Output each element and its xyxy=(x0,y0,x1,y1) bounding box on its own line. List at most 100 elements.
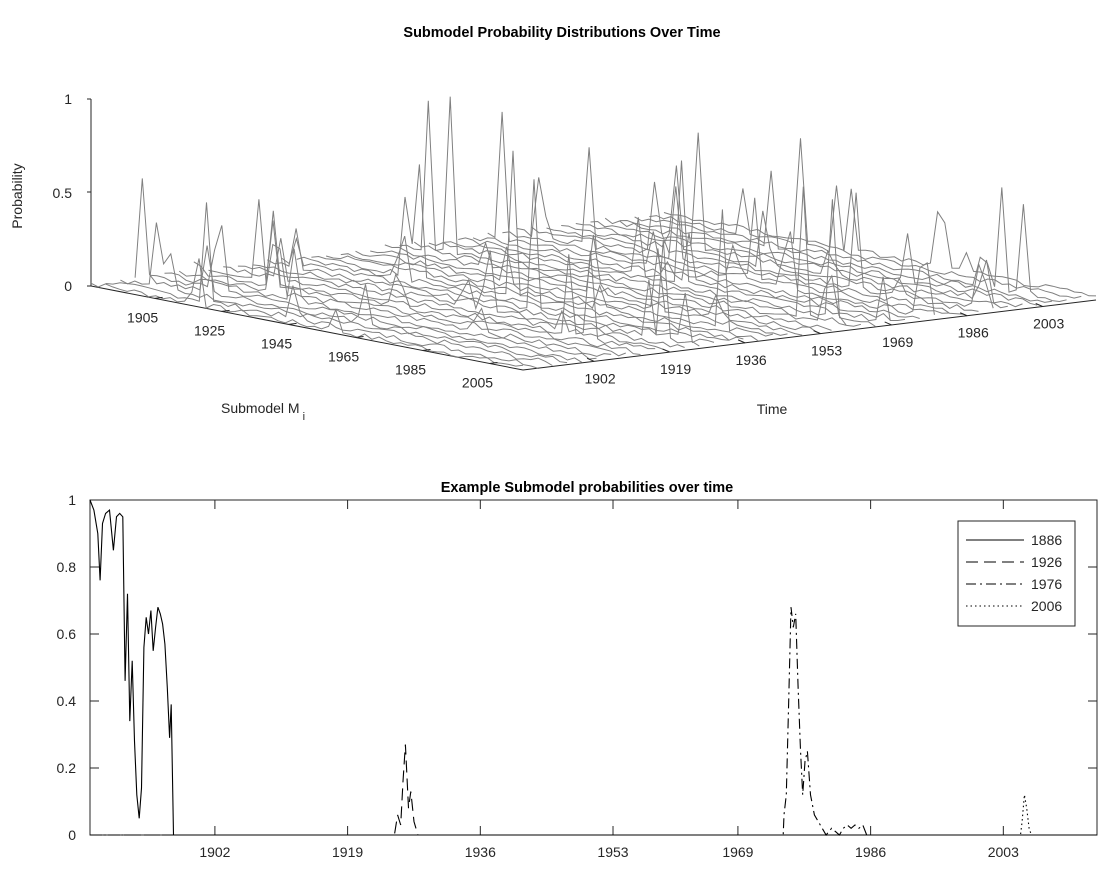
submodel-tick xyxy=(355,335,364,338)
submodel-axis-label-sub: i xyxy=(303,411,305,423)
y-tick-label: 0 xyxy=(68,827,76,843)
waterfall-line xyxy=(267,228,700,347)
waterfall-line xyxy=(105,202,538,369)
waterfall-line xyxy=(325,255,759,342)
time-tick xyxy=(813,330,821,335)
plot-area xyxy=(89,499,1098,836)
waterfall-line xyxy=(149,225,583,363)
time-tick-label: 2003 xyxy=(1033,316,1064,332)
waterfall-line xyxy=(208,199,641,355)
x-tick-label: 1902 xyxy=(199,844,230,860)
time-tick-label: 1953 xyxy=(811,343,842,359)
waterfall-line xyxy=(237,265,671,353)
waterfall-line xyxy=(134,178,568,364)
waterfall-line xyxy=(413,96,847,326)
series-line-2006 xyxy=(90,794,1097,836)
waterfall-line xyxy=(546,181,979,312)
submodel-tick xyxy=(221,309,230,312)
time-tick xyxy=(884,321,892,326)
submodel-tick-label: 1985 xyxy=(395,361,426,377)
waterfall-line xyxy=(517,147,950,314)
time-tick-label: 1969 xyxy=(882,334,913,350)
waterfall-line xyxy=(531,186,964,315)
waterfall-line xyxy=(252,250,685,348)
x-tick-label: 2003 xyxy=(988,844,1019,860)
line-chart-series xyxy=(89,499,1097,836)
waterfall-line xyxy=(370,234,803,336)
waterfall-line xyxy=(443,199,876,327)
line-chart-title: Example Submodel probabilities over time xyxy=(441,480,734,496)
series-line-1886 xyxy=(89,499,1097,836)
submodel-tick-label: 1945 xyxy=(261,335,292,351)
waterfall-line xyxy=(575,132,1008,309)
waterfall-line xyxy=(193,220,626,357)
legend-label: 1976 xyxy=(1031,576,1062,592)
waterfall-line xyxy=(399,100,832,331)
waterfall-lines xyxy=(90,96,1097,369)
time-tick-label: 1986 xyxy=(958,325,989,341)
legend-label: 1886 xyxy=(1031,532,1062,548)
time-tick xyxy=(737,339,746,344)
waterfall-title: Submodel Probability Distributions Over … xyxy=(403,25,720,41)
z-tick-label: 0.5 xyxy=(53,185,73,201)
submodel-axis-label-main: Submodel M xyxy=(221,400,300,416)
time-tick-label: 1936 xyxy=(736,352,767,368)
submodel-tick-label: 2005 xyxy=(462,374,493,390)
x-tick-label: 1936 xyxy=(465,844,496,860)
waterfall-line xyxy=(355,246,788,336)
z-tick-label: 0 xyxy=(64,278,72,294)
legend: 1886 1926 1976 2006 xyxy=(957,520,1076,627)
time-tick xyxy=(662,348,670,353)
series-line-1926 xyxy=(90,744,1097,836)
waterfall-line xyxy=(604,217,1038,306)
legend-label: 2006 xyxy=(1031,598,1062,614)
y-tick-label: 0.2 xyxy=(57,760,77,776)
waterfall-line xyxy=(311,150,744,341)
time-tick xyxy=(586,357,595,362)
submodel-tick-label: 1905 xyxy=(127,309,158,325)
submodel-tick xyxy=(489,361,498,364)
time-tick-label: 1919 xyxy=(660,361,691,377)
series-line-1976 xyxy=(90,607,1097,836)
submodel-tick xyxy=(422,348,431,351)
z-tick-label: 1 xyxy=(64,91,72,107)
submodel-axis-label: Submodel Mi xyxy=(221,400,305,423)
waterfall-chart: Submodel Probability Distributions Over … xyxy=(9,25,1097,423)
y-tick-label: 1 xyxy=(68,492,76,508)
waterfall-line xyxy=(384,241,818,333)
waterfall-line xyxy=(428,186,862,327)
z-axis-label: Probability xyxy=(9,163,25,228)
waterfall-line xyxy=(178,243,612,357)
legend-label: 1926 xyxy=(1031,554,1062,570)
time-tick xyxy=(1035,303,1043,307)
waterfall-line xyxy=(619,170,1052,303)
x-tick-label: 1969 xyxy=(722,844,753,860)
waterfall-line xyxy=(223,238,656,350)
waterfall-line xyxy=(458,160,891,322)
time-tick xyxy=(959,312,968,317)
submodel-tick-label: 1925 xyxy=(194,322,225,338)
waterfall-line xyxy=(590,220,1023,308)
waterfall-line xyxy=(296,235,729,341)
x-tick-label: 1986 xyxy=(855,844,886,860)
x-tick-label: 1953 xyxy=(597,844,628,860)
example-line-chart: Example Submodel probabilities over time… xyxy=(57,480,1098,860)
waterfall-line xyxy=(502,231,935,315)
submodel-tick-label: 1965 xyxy=(328,348,359,364)
waterfall-line xyxy=(120,222,553,366)
waterfall-line xyxy=(164,248,597,360)
time-axis-label: Time xyxy=(757,401,788,417)
submodel-tick xyxy=(288,322,297,325)
waterfall-line xyxy=(649,138,1082,299)
waterfall-line xyxy=(90,258,524,367)
waterfall-line xyxy=(340,209,773,337)
x-tick-label: 1919 xyxy=(332,844,363,860)
waterfall-line xyxy=(561,165,994,309)
waterfall-ticks: 1905 1925 1945 1965 1985 2005 1902 1919 1936 1953… xyxy=(127,296,1064,390)
legend-box xyxy=(957,520,1076,627)
line-chart-ticks: 1902 1919 1936 1953 1969 1986 2003 0 0.2 0.4 0.6 0.… xyxy=(57,492,1097,860)
time-tick-label: 1902 xyxy=(584,370,615,386)
submodel-tick xyxy=(154,296,163,299)
